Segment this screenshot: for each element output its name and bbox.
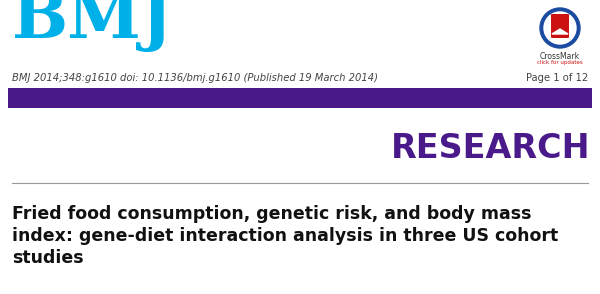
Text: RESEARCH: RESEARCH <box>391 131 590 165</box>
FancyBboxPatch shape <box>551 14 569 38</box>
Text: Fried food consumption, genetic risk, and body mass: Fried food consumption, genetic risk, an… <box>12 205 532 223</box>
Text: index: gene-diet interaction analysis in three US cohort: index: gene-diet interaction analysis in… <box>12 227 558 245</box>
Text: BMJ 2014;348:g1610 doi: 10.1136/bmj.g1610 (Published 19 March 2014): BMJ 2014;348:g1610 doi: 10.1136/bmj.g161… <box>12 73 378 83</box>
Circle shape <box>540 8 580 48</box>
Bar <box>8 88 592 108</box>
Circle shape <box>544 12 576 44</box>
Polygon shape <box>552 29 568 34</box>
Text: BMJ: BMJ <box>12 0 173 52</box>
Text: Page 1 of 12: Page 1 of 12 <box>526 73 588 83</box>
Text: click for updates: click for updates <box>537 60 583 65</box>
Text: studies: studies <box>12 249 83 267</box>
Text: CrossMark: CrossMark <box>540 52 580 61</box>
